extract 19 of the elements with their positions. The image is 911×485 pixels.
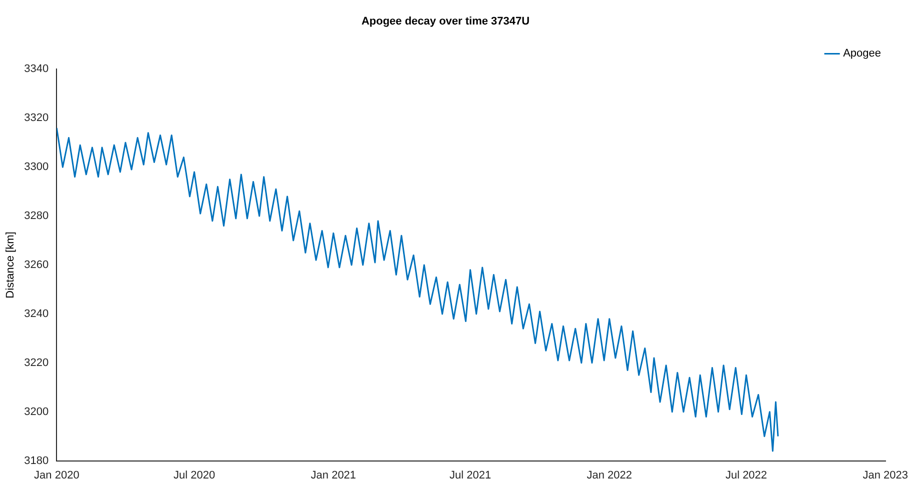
- x-tick-label: Jul 2021: [449, 469, 492, 482]
- y-tick-label: 3320: [24, 112, 49, 124]
- y-tick-label: 3280: [24, 210, 49, 222]
- y-tick-label: 3200: [24, 406, 49, 418]
- x-tick-label: Jul 2020: [173, 469, 216, 482]
- y-tick-label: 3240: [24, 308, 49, 320]
- x-tick-label: Jan 2020: [34, 469, 80, 482]
- chart-title: Apogee decay over time 37347U: [361, 16, 530, 28]
- y-tick-label: 3300: [24, 161, 49, 174]
- y-tick-label: 3260: [24, 259, 49, 272]
- y-tick-label: 3180: [24, 454, 49, 467]
- x-tick-label: Jan 2021: [310, 469, 356, 482]
- y-tick-label: 3220: [24, 356, 49, 369]
- x-tick-label: Jan 2022: [586, 469, 632, 482]
- y-axis-title: Distance [km]: [4, 232, 17, 298]
- x-tick-label: Jul 2022: [725, 469, 768, 482]
- legend-label: Apogee: [843, 48, 882, 60]
- x-tick-label: Jan 2023: [862, 469, 908, 482]
- y-tick-label: 3340: [24, 63, 49, 76]
